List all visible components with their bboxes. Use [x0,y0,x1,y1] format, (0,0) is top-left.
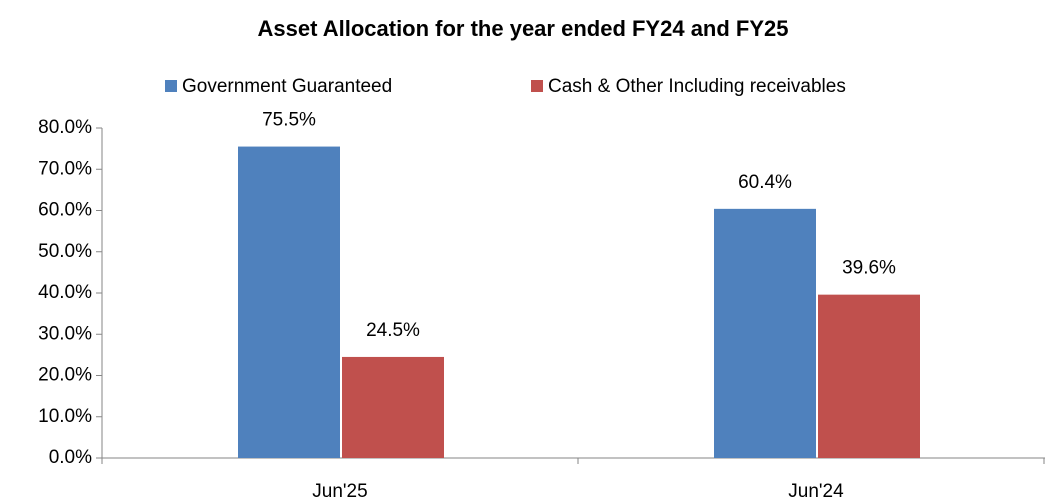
data-label: 24.5% [366,320,420,341]
data-label: 75.5% [262,110,316,131]
y-tick-label: 0.0% [49,447,92,468]
bar [818,294,920,458]
legend-label: Cash & Other Including receivables [548,76,846,97]
legend-swatch [165,80,177,92]
chart-title: Asset Allocation for the year ended FY24… [258,16,789,41]
bar [342,356,444,458]
x-tick-label: Jun'25 [312,481,367,502]
y-tick-label: 30.0% [38,323,92,344]
y-tick-label: 20.0% [38,365,92,386]
data-label: 60.4% [738,172,792,193]
y-tick-label: 50.0% [38,241,92,262]
x-tick-label: Jun'24 [788,481,844,502]
y-tick-label: 40.0% [38,282,92,303]
legend-label: Government Guaranteed [182,76,392,97]
y-tick-label: 70.0% [38,158,92,179]
y-tick-label: 60.0% [38,200,92,221]
y-tick-label: 80.0% [38,117,92,138]
data-label: 39.6% [842,258,896,279]
bar [238,146,340,458]
bar [714,208,816,458]
y-tick-label: 10.0% [38,406,92,427]
legend-swatch [531,80,543,92]
